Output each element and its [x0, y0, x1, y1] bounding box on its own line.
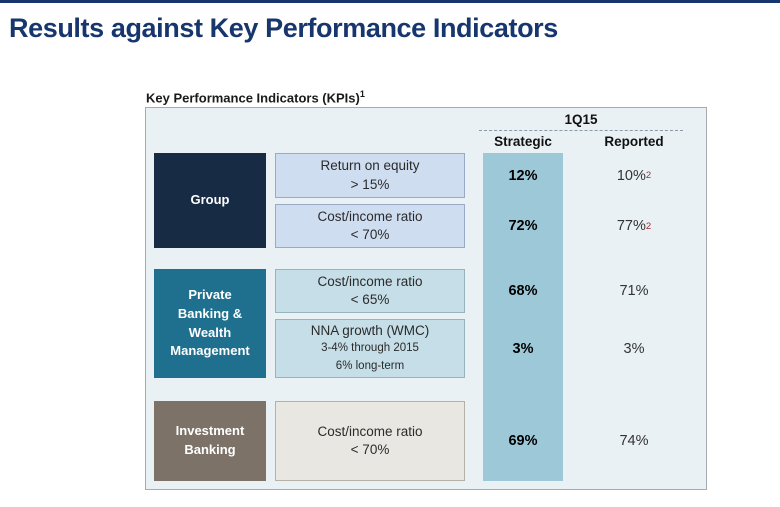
reported-value: 71% — [594, 269, 674, 313]
section-label-investment-banking: Investment Banking — [154, 401, 266, 481]
kpi-title: NNA growth (WMC) — [310, 322, 430, 338]
page-title: Results against Key Performance Indicato… — [9, 13, 558, 43]
strategic-value: 69% — [508, 433, 538, 449]
kpi-target: > 15% — [350, 176, 390, 192]
kpi-box-group-roe: Return on equity > 15% — [275, 153, 465, 198]
kpi-target: < 65% — [350, 292, 390, 307]
kpi-title: Cost/income ratio — [317, 423, 423, 439]
kpi-title: Return on equity — [320, 158, 420, 174]
period-header: 1Q15 — [564, 112, 598, 127]
reported-value: 74% — [594, 401, 674, 481]
strategic-value: 72% — [508, 218, 538, 234]
section-label-private-banking-wealth-management: Private Banking & Wealth Management — [154, 269, 266, 378]
strategic-value: 12% — [508, 167, 538, 184]
strategic-value: 68% — [508, 283, 538, 299]
section-label-group-text: Group — [190, 192, 230, 208]
kpi-box-group-cir: Cost/income ratio < 70% — [275, 204, 465, 248]
kpi-table-caption: Key Performance Indicators (KPIs)1 — [146, 89, 365, 105]
kpi-box-pbwm-cir: Cost/income ratio < 65% — [275, 269, 465, 313]
section-label-ib-text: Investment Banking — [175, 423, 245, 457]
kpi-box-ib-cir: Cost/income ratio < 70% — [275, 401, 465, 481]
strategic-column-band — [483, 153, 563, 481]
kpi-title: Cost/income ratio — [317, 208, 423, 224]
kpi-table-caption-text: Key Performance Indicators (KPIs) — [146, 90, 360, 106]
reported-value-text: 10% — [616, 167, 646, 184]
strategic-value: 3% — [512, 340, 534, 357]
reported-value-text: 74% — [619, 433, 649, 449]
reported-value: 77% 2 — [594, 204, 674, 248]
reported-value-text: 3% — [623, 340, 645, 357]
kpi-target: 3-4% through 2015 6% long-term — [321, 341, 419, 372]
kpi-title: Cost/income ratio — [317, 273, 423, 289]
reported-value-text: 77% — [616, 218, 646, 234]
kpi-box-pbwm-nna: NNA growth (WMC) 3-4% through 2015 6% lo… — [275, 319, 465, 378]
reported-footnote-marker: 2 — [645, 170, 652, 181]
reported-value: 10% 2 — [594, 153, 674, 198]
top-accent-bar — [0, 0, 780, 3]
section-label-pbwm-text: Private Banking & Wealth Management — [170, 286, 250, 359]
reported-footnote-marker: 2 — [645, 220, 652, 232]
section-label-group: Group — [154, 153, 266, 248]
column-header-strategic: Strategic — [494, 134, 552, 149]
caption-footnote-marker: 1 — [359, 89, 365, 99]
kpi-target: < 70% — [350, 227, 390, 242]
kpi-target: < 70% — [350, 442, 390, 457]
reported-value-text: 71% — [619, 283, 649, 299]
reported-value: 3% — [594, 319, 674, 378]
kpi-table: 1Q15 Strategic Reported Group Private Ba… — [145, 107, 707, 490]
column-header-reported: Reported — [604, 134, 664, 149]
period-underline — [479, 130, 683, 131]
